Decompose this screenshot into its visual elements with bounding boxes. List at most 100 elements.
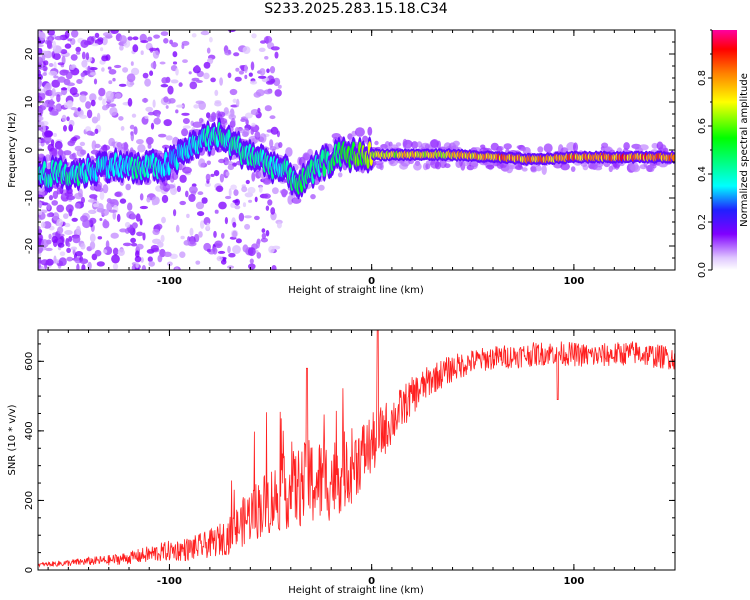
spectrogram-noise-blob xyxy=(56,204,65,213)
spectrogram-halo-blob xyxy=(211,111,217,122)
spectrogram-noise-blob xyxy=(46,213,52,218)
spectrogram-noise-blob xyxy=(103,218,108,226)
spectrogram-noise-blob xyxy=(261,228,266,233)
spectrogram-noise-blob xyxy=(225,171,230,177)
spectrogram-noise-blob xyxy=(224,217,228,225)
spectrogram-noise-blob xyxy=(89,209,94,214)
spectrogram-noise-blob xyxy=(182,59,188,63)
spectrogram-noise-blob xyxy=(179,200,186,206)
spectrogram-noise-blob xyxy=(163,251,172,257)
spectrogram-halo-blob xyxy=(198,117,204,123)
spectrogram-noise-blob xyxy=(85,52,90,61)
spectrogram-noise-blob xyxy=(101,55,109,62)
spectrogram-noise-blob xyxy=(40,259,50,266)
spectrogram-noise-blob xyxy=(270,207,276,215)
spectrogram-noise-blob xyxy=(277,84,282,89)
spectrogram-noise-blob xyxy=(106,202,113,212)
spectrogram-noise-blob xyxy=(69,65,75,70)
spectrogram-noise-blob xyxy=(38,237,42,246)
y-tick-label: 0 xyxy=(24,147,35,153)
spectrogram-noise-blob xyxy=(219,77,224,86)
spectrogram-noise-blob xyxy=(276,221,282,229)
spectrogram-noise-blob xyxy=(81,51,86,60)
spectrogram-halo-blob xyxy=(251,172,256,182)
spectrogram-noise-blob xyxy=(157,241,164,248)
spectrogram-noise-blob xyxy=(38,210,43,216)
spectrogram-noise-blob xyxy=(223,107,229,115)
spectrogram-noise-blob xyxy=(72,235,81,244)
spectrogram-noise-blob xyxy=(67,140,75,147)
spectrogram-noise-blob xyxy=(148,47,158,52)
spectrogram-noise-blob xyxy=(197,191,204,196)
spectrogram-noise-blob xyxy=(89,217,97,225)
spectrogram-ylabel: Frequency (Hz) xyxy=(7,112,18,188)
spectrogram-noise-blob xyxy=(214,209,219,214)
spectrogram-halo-blob xyxy=(395,142,402,147)
spectrogram-noise-blob xyxy=(146,136,154,145)
spectrogram-noise-blob xyxy=(114,191,122,197)
spectrogram-noise-blob xyxy=(248,263,256,270)
spectrogram-noise-blob xyxy=(70,107,78,111)
spectrogram-noise-blob xyxy=(141,98,149,103)
spectrogram-noise-blob xyxy=(264,105,272,112)
spectrogram-noise-blob xyxy=(261,232,267,240)
spectrogram-noise-blob xyxy=(230,184,237,190)
spectrogram-halo-blob xyxy=(287,195,294,205)
spectrogram-noise-blob xyxy=(232,230,238,238)
spectrogram-halo-blob xyxy=(535,165,542,172)
spectrogram-noise-blob xyxy=(89,93,97,102)
x-tick-label: 100 xyxy=(563,276,584,287)
spectrogram-noise-blob xyxy=(112,77,116,82)
spectrogram-noise-blob xyxy=(181,112,190,116)
spectrogram-noise-blob xyxy=(99,218,103,221)
spectrogram-noise-blob xyxy=(265,230,270,237)
spectrogram-noise-blob xyxy=(124,221,131,228)
spectrogram-noise-blob xyxy=(93,78,98,85)
spectrogram-noise-blob xyxy=(142,72,149,79)
spectrogram-noise-blob xyxy=(170,79,179,84)
spectrogram-noise-blob xyxy=(52,40,57,50)
spectrogram-noise-blob xyxy=(38,138,42,144)
spectrogram-noise-blob xyxy=(111,254,120,264)
spectrogram-noise-blob xyxy=(191,33,197,38)
spectrogram-noise-blob xyxy=(49,110,59,116)
spectrogram-noise-blob xyxy=(249,80,258,85)
spectrogram-noise-blob xyxy=(60,87,68,91)
spectrogram-halo-blob xyxy=(541,165,547,175)
y-tick-label: -20 xyxy=(24,238,35,254)
spectrogram-noise-blob xyxy=(75,51,81,55)
spectrogram-noise-blob xyxy=(129,124,135,130)
spectrogram-noise-blob xyxy=(91,116,99,124)
spectrogram-noise-blob xyxy=(172,61,178,65)
spectrogram-halo-blob xyxy=(230,117,236,128)
spectrogram-noise-blob xyxy=(81,60,88,68)
spectrogram-noise-blob xyxy=(165,135,173,141)
y-tick-label: 20 xyxy=(24,48,35,61)
spectrogram-noise-blob xyxy=(175,109,179,114)
spectrogram-noise-blob xyxy=(139,193,144,201)
spectrogram-noise-blob xyxy=(210,77,216,83)
spectrogram-halo-blob xyxy=(162,144,170,149)
spectrogram-noise-blob xyxy=(206,160,211,166)
spectrogram-noise-blob xyxy=(254,196,258,203)
spectrogram-halo-blob xyxy=(272,187,279,195)
spectrogram-halo-blob xyxy=(147,143,152,149)
spectrogram-noise-blob xyxy=(152,228,160,236)
spectrogram-noise-blob xyxy=(168,98,176,104)
spectrogram-noise-blob xyxy=(163,96,169,103)
spectrogram-noise-blob xyxy=(38,194,43,198)
spectrogram-noise-blob xyxy=(233,189,239,197)
snr-frame xyxy=(37,329,676,571)
spectrogram-noise-blob xyxy=(116,213,121,223)
spectrogram-noise-blob xyxy=(86,109,93,119)
spectrogram-noise-blob xyxy=(194,64,200,71)
spectrogram-noise-blob xyxy=(127,202,133,211)
spectrogram-noise-blob xyxy=(46,40,52,49)
spectrogram-noise-blob xyxy=(228,188,232,197)
spectrogram-noise-blob xyxy=(46,203,51,211)
spectrogram-noise-blob xyxy=(57,226,64,234)
snr-series-line xyxy=(38,330,675,568)
spectrogram-noise-blob xyxy=(155,223,163,230)
spectrogram-noise-blob xyxy=(147,111,155,116)
spectrogram-noise-blob xyxy=(156,113,160,118)
